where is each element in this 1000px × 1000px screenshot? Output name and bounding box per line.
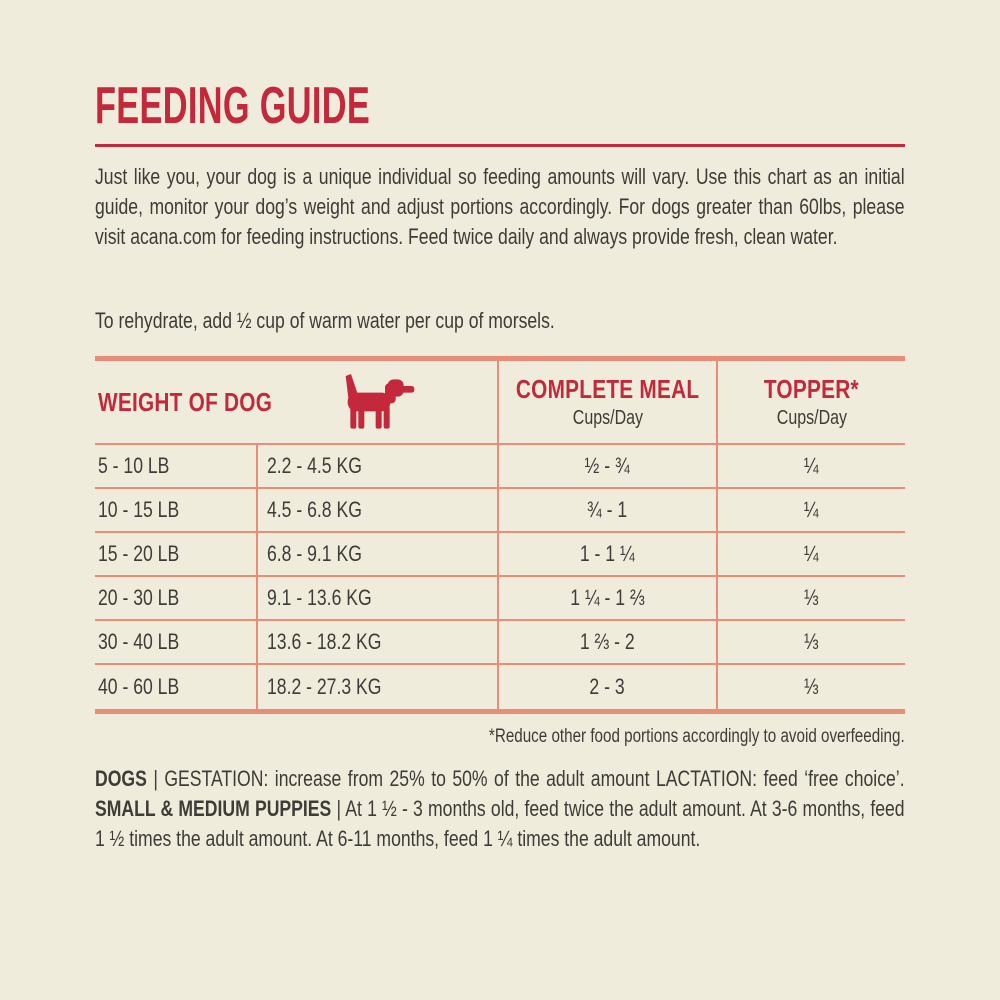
rehydrate-note: To rehydrate, add ½ cup of warm water pe… <box>95 308 555 333</box>
topper-value: ¼ <box>804 497 819 522</box>
table-row-6-lb: 40 - 60 LB <box>95 665 256 709</box>
table-row-2-lb: 10 - 15 LB <box>95 489 256 533</box>
weight-kg-value: 6.8 - 9.1 KG <box>267 541 362 566</box>
notes-dogs-label: DOGS <box>95 766 147 791</box>
meal-value: 1 ¼ - 1 ⅔ <box>570 585 645 610</box>
meal-value: 1 - 1 ¼ <box>580 541 635 566</box>
notes-puppies-text: | At 1 ½ - 3 months old, feed twice the … <box>95 796 905 851</box>
footnote-text: *Reduce other food portions accordingly … <box>489 726 905 747</box>
table-row-4-kg: 9.1 - 13.6 KG <box>256 577 497 621</box>
header-topper: TOPPER* Cups/Day <box>716 361 905 445</box>
weight-kg-value: 9.1 - 13.6 KG <box>267 585 372 610</box>
table-row-4-meal: 1 ¼ - 1 ⅔ <box>497 577 716 621</box>
topper-value: ¼ <box>804 541 819 566</box>
page-title: FEEDING GUIDE <box>95 77 371 135</box>
table-row-5-lb: 30 - 40 LB <box>95 621 256 665</box>
table-footnote: *Reduce other food portions accordingly … <box>95 726 905 748</box>
table-row-1-kg: 2.2 - 4.5 KG <box>256 445 497 489</box>
feeding-notes: DOGS | GESTATION: increase from 25% to 5… <box>95 764 905 854</box>
table-row-5-topper: ⅓ <box>716 621 905 665</box>
weight-kg-value: 13.6 - 18.2 KG <box>267 629 382 654</box>
weight-kg-value: 2.2 - 4.5 KG <box>267 453 362 478</box>
header-complete-meal: COMPLETE MEAL Cups/Day <box>497 361 716 445</box>
weight-lb-value: 10 - 15 LB <box>98 497 180 522</box>
table-row-2-kg: 4.5 - 6.8 KG <box>256 489 497 533</box>
weight-lb-value: 30 - 40 LB <box>98 629 180 654</box>
weight-lb-value: 5 - 10 LB <box>98 453 170 478</box>
table-row-5-kg: 13.6 - 18.2 KG <box>256 621 497 665</box>
content-area: FEEDING GUIDE Just like you, your dog is… <box>95 0 905 1000</box>
complete-meal-sublabel: Cups/Day <box>572 407 643 429</box>
weight-lb-value: 20 - 30 LB <box>98 585 180 610</box>
meal-value: ½ - ¾ <box>585 453 630 478</box>
feeding-table: WEIGHT OF DOG <box>95 356 905 714</box>
topper-sublabel: Cups/Day <box>776 407 847 429</box>
table-row-6-kg: 18.2 - 27.3 KG <box>256 665 497 709</box>
notes-puppies-label: SMALL & MEDIUM PUPPIES <box>95 796 332 821</box>
table-row-1-topper: ¼ <box>716 445 905 489</box>
header-weight-of-dog: WEIGHT OF DOG <box>95 361 272 445</box>
table-row-2-meal: ¾ - 1 <box>497 489 716 533</box>
table-row-1-meal: ½ - ¾ <box>497 445 716 489</box>
topper-value: ⅓ <box>804 629 819 654</box>
notes-gestation-text: | GESTATION: increase from 25% to 50% of… <box>146 766 905 791</box>
table-row-3-lb: 15 - 20 LB <box>95 533 256 577</box>
table-row-3-topper: ¼ <box>716 533 905 577</box>
title-underline <box>95 144 905 147</box>
table-row-3-kg: 6.8 - 9.1 KG <box>256 533 497 577</box>
table-row-2-topper: ¼ <box>716 489 905 533</box>
weight-lb-value: 15 - 20 LB <box>98 541 180 566</box>
complete-meal-label: COMPLETE MEAL <box>515 374 700 404</box>
weight-lb-value: 40 - 60 LB <box>98 674 180 699</box>
weight-kg-value: 4.5 - 6.8 KG <box>267 497 362 522</box>
table-row-5-meal: 1 ⅔ - 2 <box>497 621 716 665</box>
topper-value: ¼ <box>804 453 819 478</box>
table-row-6-topper: ⅓ <box>716 665 905 709</box>
table-row-4-topper: ⅓ <box>716 577 905 621</box>
table-row-1-lb: 5 - 10 LB <box>95 445 256 489</box>
weight-header-label: WEIGHT OF DOG <box>98 386 273 417</box>
dog-icon <box>345 374 414 429</box>
table-row-4-lb: 20 - 30 LB <box>95 577 256 621</box>
weight-kg-value: 18.2 - 27.3 KG <box>267 674 382 699</box>
topper-label: TOPPER* <box>764 374 859 404</box>
table-row-6-meal: 2 - 3 <box>497 665 716 709</box>
dog-icon-cell <box>256 361 497 445</box>
topper-value: ⅓ <box>804 585 819 610</box>
meal-value: 2 - 3 <box>589 674 626 699</box>
table-row-3-meal: 1 - 1 ¼ <box>497 533 716 577</box>
topper-value: ⅓ <box>804 674 819 699</box>
meal-value: ¾ - 1 <box>587 497 628 522</box>
intro-text: Just like you, your dog is a unique indi… <box>95 164 905 249</box>
meal-value: 1 ⅔ - 2 <box>580 629 635 654</box>
